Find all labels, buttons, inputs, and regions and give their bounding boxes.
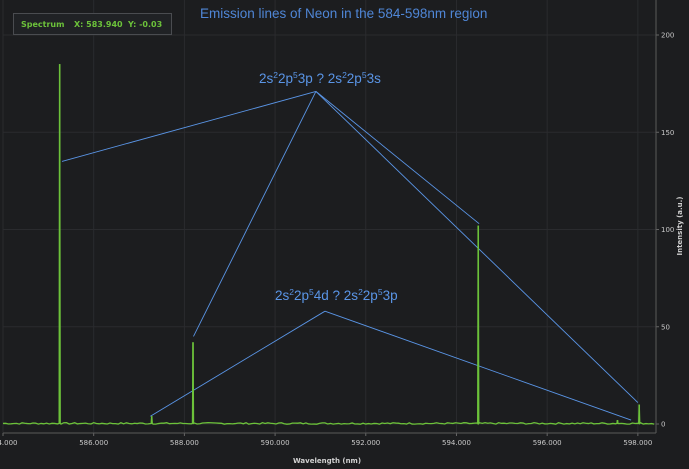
annotation-line: [315, 91, 480, 225]
x-tick-label: 584.000: [0, 439, 17, 447]
grid-lines: [2, 0, 656, 433]
x-tick-label: 586.000: [79, 439, 108, 447]
annotation-line: [315, 91, 639, 403]
legend-readout[interactable]: Spectrum X: 583.940 Y: -0.03: [13, 13, 172, 35]
axes: 584.000 586.000 588.000 590.000 592.000 594.0…: [0, 0, 674, 447]
y-axis-title: Intensity (a.u.): [676, 196, 684, 255]
series-line-spectrum: [2, 64, 655, 426]
y-tick-label: 200: [661, 32, 674, 40]
annotation-line: [150, 310, 326, 417]
annotation-line: [193, 91, 317, 337]
x-tick-label: 598.000: [623, 439, 652, 447]
y-tick-label: 150: [661, 129, 674, 137]
annotation-transition-4d-3p: 2s22p54d ? 2s22p53p: [275, 287, 398, 303]
x-tick-label: 594.000: [442, 439, 471, 447]
annotation-transition-3p-3s: 2s22p53p ? 2s22p53s: [259, 70, 381, 86]
chart-title: Emission lines of Neon in the 584-598nm …: [200, 6, 488, 21]
x-axis-title: Wavelength (nm): [293, 457, 361, 465]
y-tick-label: 50: [661, 323, 670, 331]
x-tick-label: 596.000: [533, 439, 562, 447]
x-tick-label: 588.000: [170, 439, 199, 447]
legend-series-name: Spectrum: [21, 19, 65, 29]
x-tick-label: 590.000: [261, 439, 290, 447]
plot-area: [3, 0, 656, 433]
cursor-y-readout: Y: -0.03: [128, 19, 163, 29]
annotation-line: [61, 90, 317, 162]
series-layer: [2, 64, 655, 426]
x-tick-label: 592.000: [351, 439, 380, 447]
y-tick-label: 100: [661, 226, 674, 234]
y-tick-label: 0: [661, 421, 665, 429]
cursor-x-readout: X: 583.940: [74, 19, 123, 29]
